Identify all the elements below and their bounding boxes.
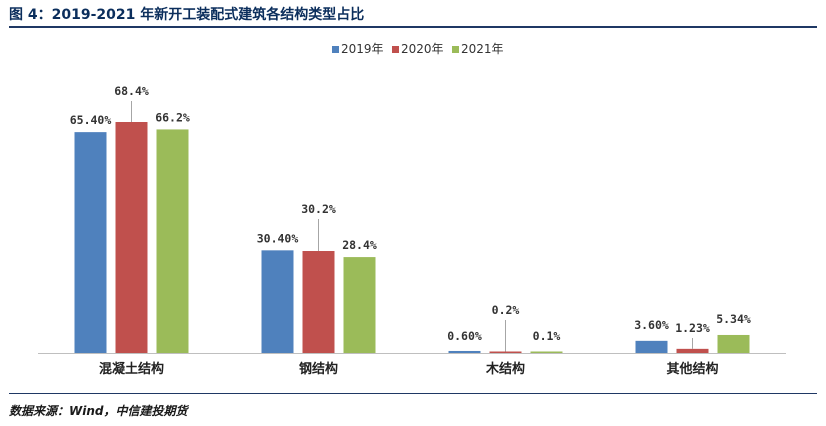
title-divider xyxy=(9,26,817,28)
category-label-2: 木结构 xyxy=(485,361,525,377)
data-label-3-0: 3.60% xyxy=(634,318,669,332)
data-label-2-1: 0.2% xyxy=(492,303,520,317)
bar-0-1 xyxy=(115,122,148,353)
legend-label-1: 2020年 xyxy=(401,42,444,56)
category-label-3: 其他结构 xyxy=(666,361,718,377)
category-label-0: 混凝土结构 xyxy=(99,361,164,377)
data-label-1-1: 30.2% xyxy=(301,202,336,216)
chart-title: 图 4：2019-2021 年新开工装配式建筑各结构类型占比 xyxy=(9,7,365,23)
data-label-0-1: 68.4% xyxy=(114,84,149,98)
data-label-0-0: 65.40% xyxy=(70,113,112,127)
chart-title-bar: 图 4：2019-2021 年新开工装配式建筑各结构类型占比 xyxy=(0,0,826,26)
bar-2-1 xyxy=(489,351,522,353)
data-label-2-0: 0.60% xyxy=(447,329,482,343)
legend-swatch-0 xyxy=(332,46,339,53)
bar-3-2 xyxy=(717,334,750,353)
bar-0-0 xyxy=(74,132,107,353)
legend-swatch-2 xyxy=(452,46,459,53)
legend-label-2: 2021年 xyxy=(461,42,504,56)
source-note: 数据来源：Wind，中信建投期货 xyxy=(9,404,188,418)
legend-label-0: 2019年 xyxy=(341,42,384,56)
bar-3-0 xyxy=(635,340,668,353)
bar-1-0 xyxy=(261,250,294,353)
data-label-0-2: 66.2% xyxy=(155,110,190,124)
bar-2-2 xyxy=(530,351,563,353)
bar-2-0 xyxy=(448,350,481,353)
data-label-1-0: 30.40% xyxy=(257,231,299,245)
data-label-3-2: 5.34% xyxy=(716,312,751,326)
data-label-3-1: 1.23% xyxy=(675,321,710,335)
bar-0-2 xyxy=(156,129,189,353)
bar-1-2 xyxy=(343,257,376,353)
source-divider xyxy=(9,393,817,394)
category-label-1: 钢结构 xyxy=(299,361,338,377)
legend-swatch-1 xyxy=(392,46,399,53)
bar-1-1 xyxy=(302,251,335,353)
data-label-2-2: 0.1% xyxy=(533,329,561,343)
data-label-1-2: 28.4% xyxy=(342,238,377,252)
bar-3-1 xyxy=(676,348,709,353)
